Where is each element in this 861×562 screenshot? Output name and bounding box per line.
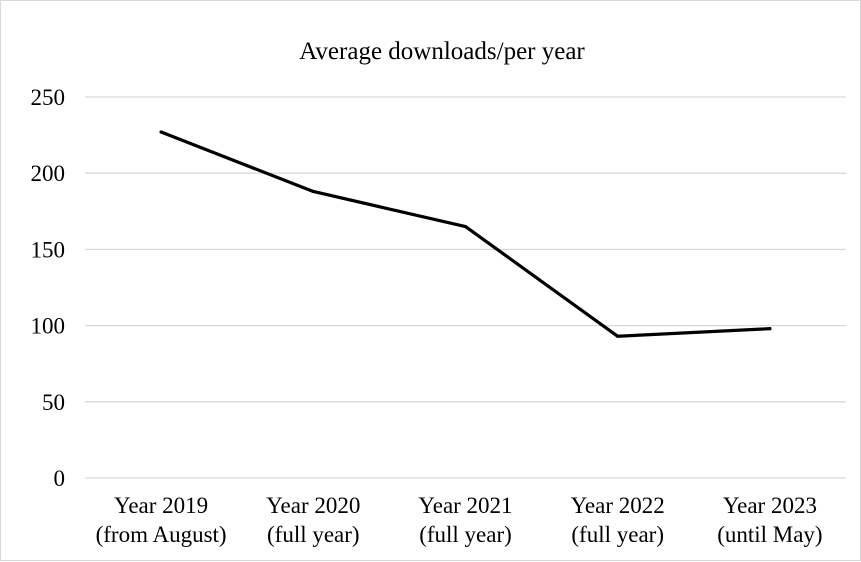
data-point-2: [463, 224, 468, 229]
data-point-4: [768, 327, 772, 331]
x-tick-label-4-line-1: (until May): [717, 522, 822, 547]
x-tick-label-1-line-1: (full year): [267, 522, 360, 547]
y-axis-tick-labels: 0 50 100 150 200 250: [31, 85, 66, 491]
gridlines: [85, 96, 846, 479]
y-tick-label-50: 50: [42, 390, 65, 415]
chart-title: Average downloads/per year: [299, 38, 585, 65]
series-line: [159, 130, 772, 338]
x-tick-label-3-line-1: (full year): [571, 522, 664, 547]
y-tick-label-100: 100: [31, 314, 66, 339]
x-tick-label-0-line-0: Year 2019: [114, 493, 208, 518]
x-tick-label-4-line-0: Year 2023: [723, 493, 817, 518]
data-point-3: [616, 334, 620, 338]
x-tick-label-0-line-1: (from August): [96, 522, 227, 547]
y-tick-label-0: 0: [54, 466, 66, 491]
y-tick-label-250: 250: [31, 85, 66, 110]
x-tick-label-2-line-1: (full year): [419, 522, 512, 547]
y-tick-label-150: 150: [31, 237, 66, 262]
series-layer: [159, 130, 772, 338]
x-tick-label-2-line-0: Year 2021: [418, 493, 512, 518]
x-tick-label-3-line-0: Year 2022: [571, 493, 665, 518]
data-point-1: [311, 189, 315, 194]
x-tick-label-1-line-0: Year 2020: [266, 493, 360, 518]
data-point-0: [159, 130, 163, 134]
x-axis-tick-labels: Year 2019 (from August) Year 2020 (full yea…: [96, 493, 823, 547]
y-tick-label-200: 200: [31, 161, 66, 186]
